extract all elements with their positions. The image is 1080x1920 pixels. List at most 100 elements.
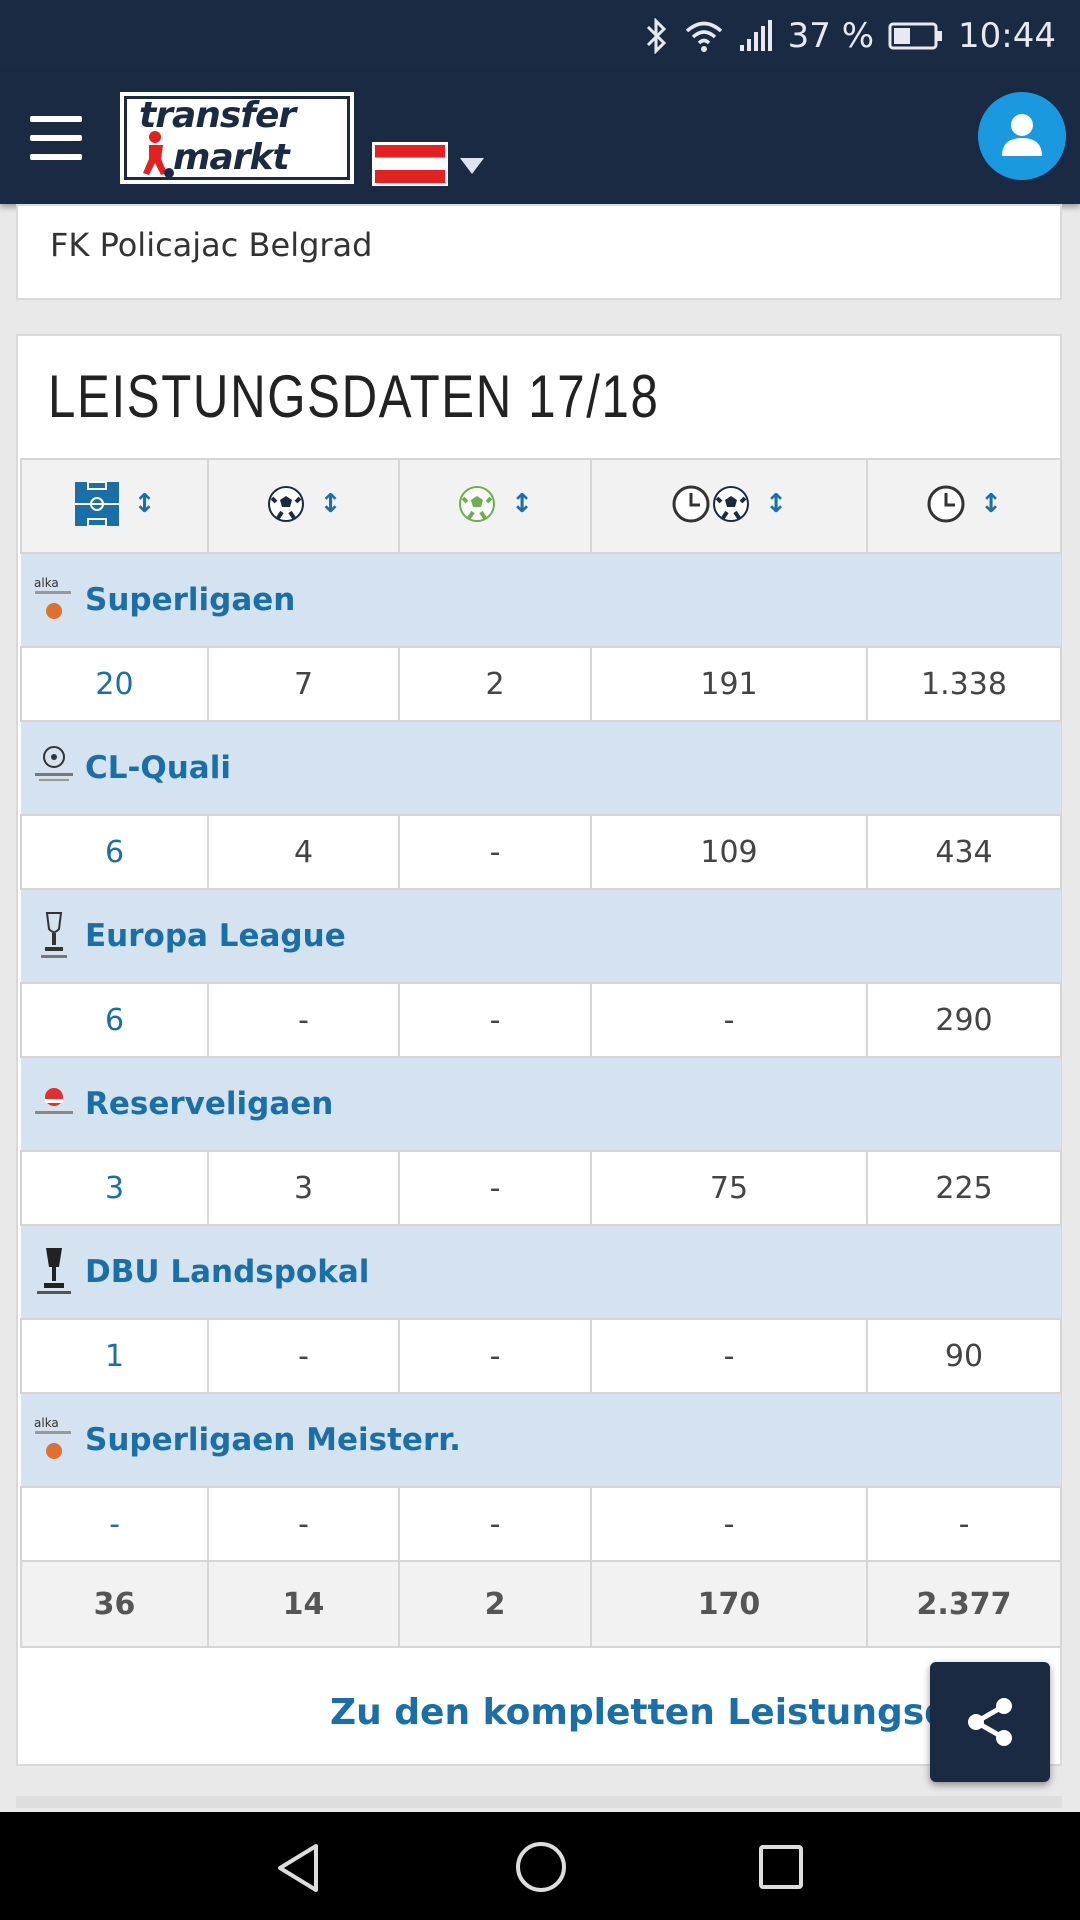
competition-row[interactable]: Europa League	[21, 888, 1061, 984]
next-card-edge	[16, 1796, 1062, 1808]
appearances-value[interactable]: -	[20, 1486, 209, 1562]
table-header-row: ↕ ↕ ↕	[20, 458, 1062, 554]
minutes-played-value: -	[866, 1486, 1062, 1562]
assists-value: -	[398, 1486, 592, 1562]
reserveliga-logo-icon	[35, 1088, 73, 1114]
user-profile-button[interactable]	[978, 92, 1066, 180]
champions-league-logo-icon	[35, 746, 73, 781]
competition-row[interactable]: alka Superligaen	[21, 552, 1061, 648]
status-bar: 37 % 10:44	[0, 0, 1080, 72]
column-header-minutes-played[interactable]: ↕	[866, 458, 1062, 554]
table-row: 20 7 2 191 1.338	[20, 646, 1062, 722]
competition-row[interactable]: CL-Quali	[21, 720, 1061, 816]
battery-icon	[888, 21, 944, 51]
total-minutes-per-goal: 170	[590, 1560, 868, 1648]
appearances-value[interactable]: 1	[20, 1318, 209, 1394]
appearances-value[interactable]: 20	[20, 646, 209, 722]
system-navigation-bar	[0, 1812, 1080, 1920]
hamburger-menu-icon[interactable]	[30, 116, 82, 160]
performance-stats-card: LEISTUNGSDATEN 17/18 ↕ ↕	[16, 334, 1062, 1766]
total-goals: 14	[207, 1560, 400, 1648]
competition-name[interactable]: Europa League	[85, 918, 346, 954]
minutes-played-value: 434	[866, 814, 1062, 890]
minutes-played-value: 225	[866, 1150, 1062, 1226]
performance-table: ↕ ↕ ↕	[20, 458, 1062, 1648]
column-header-minutes-per-goal[interactable]: ↕	[590, 458, 868, 554]
table-row: 6 - - - 290	[20, 982, 1062, 1058]
country-flag-austria[interactable]	[372, 142, 448, 186]
goals-value: 7	[207, 646, 400, 722]
competition-row[interactable]: Reserveligaen	[21, 1056, 1061, 1152]
assists-value: 2	[398, 646, 592, 722]
minutes-per-goal-value: -	[590, 1318, 868, 1394]
column-header-goals[interactable]: ↕	[207, 458, 400, 554]
clock-icon	[672, 485, 710, 523]
home-icon[interactable]	[514, 1840, 568, 1894]
competition-name[interactable]: Superligaen Meisterr.	[85, 1422, 461, 1458]
totals-row: 36 14 2 170 2.377	[20, 1560, 1062, 1648]
sort-icon: ↕	[319, 489, 342, 519]
football-icon	[267, 486, 304, 522]
assists-value: -	[398, 982, 592, 1058]
competition-name[interactable]: Superligaen	[85, 582, 296, 618]
wifi-icon	[684, 19, 724, 53]
clock-time: 10:44	[958, 16, 1056, 56]
signal-icon	[738, 19, 774, 53]
assists-value: -	[398, 1318, 592, 1394]
logo-text-transfer: transfer	[139, 95, 296, 136]
share-button[interactable]	[930, 1662, 1050, 1782]
goals-value: 4	[207, 814, 400, 890]
club-name: FK Policajac Belgrad	[50, 226, 373, 264]
appearances-value[interactable]: 6	[20, 982, 209, 1058]
minutes-per-goal-value: -	[590, 982, 868, 1058]
competition-name[interactable]: DBU Landspokal	[85, 1254, 370, 1290]
section-title: LEISTUNGSDATEN 17/18	[48, 363, 660, 430]
competition-row[interactable]: DBU Landspokal	[21, 1224, 1061, 1320]
total-minutes-played: 2.377	[866, 1560, 1062, 1648]
superliga-logo-icon: alka	[34, 1416, 71, 1459]
logo-text-markt: markt	[173, 137, 290, 178]
assists-value: -	[398, 1150, 592, 1226]
goals-value: -	[207, 982, 400, 1058]
competition-name[interactable]: Reserveligaen	[85, 1086, 334, 1122]
minutes-played-value: 290	[866, 982, 1062, 1058]
superliga-logo-icon: alka	[34, 576, 71, 619]
club-card: FK Policajac Belgrad	[16, 204, 1062, 300]
battery-percent: 37 %	[787, 16, 875, 56]
column-header-assists[interactable]: ↕	[398, 458, 592, 554]
full-stats-link[interactable]: Zu den kompletten Leistungsdaten	[330, 1692, 1042, 1733]
minutes-per-goal-value: 75	[590, 1150, 868, 1226]
recent-apps-icon[interactable]	[756, 1842, 806, 1892]
back-icon[interactable]	[272, 1842, 324, 1894]
sort-icon: ↕	[765, 489, 787, 519]
goals-value: 3	[207, 1150, 400, 1226]
more-link-container: Zu den kompletten Leistungsdaten	[18, 1662, 1060, 1764]
cup-trophy-icon	[37, 1248, 71, 1294]
competition-name[interactable]: CL-Quali	[85, 750, 231, 786]
goals-value: -	[207, 1318, 400, 1394]
svg-text:alka: alka	[34, 576, 59, 590]
table-row: 6 4 - 109 434	[20, 814, 1062, 890]
clock-icon	[927, 485, 965, 523]
table-row: - - - - -	[20, 1486, 1062, 1562]
sort-icon: ↕	[511, 489, 533, 519]
share-icon	[968, 1698, 1012, 1746]
chevron-down-icon[interactable]	[460, 158, 484, 174]
transfermarkt-logo[interactable]: transfer markt	[120, 92, 354, 184]
competition-row[interactable]: alka Superligaen Meisterr.	[21, 1392, 1061, 1488]
sort-icon: ↕	[980, 489, 1002, 519]
assist-ball-icon	[459, 486, 496, 522]
sort-icon: ↕	[133, 489, 156, 519]
assists-value: -	[398, 814, 592, 890]
minutes-played-value: 1.338	[866, 646, 1062, 722]
total-assists: 2	[398, 1560, 592, 1648]
column-header-appearances[interactable]: ↕	[20, 458, 209, 554]
minutes-played-value: 90	[866, 1318, 1062, 1394]
bluetooth-icon	[644, 18, 670, 54]
appearances-value[interactable]: 6	[20, 814, 209, 890]
user-icon	[1002, 114, 1042, 156]
appearances-value[interactable]: 3	[20, 1150, 209, 1226]
logo-player-icon	[143, 131, 174, 178]
table-row: 3 3 - 75 225	[20, 1150, 1062, 1226]
pitch-icon	[74, 481, 119, 527]
